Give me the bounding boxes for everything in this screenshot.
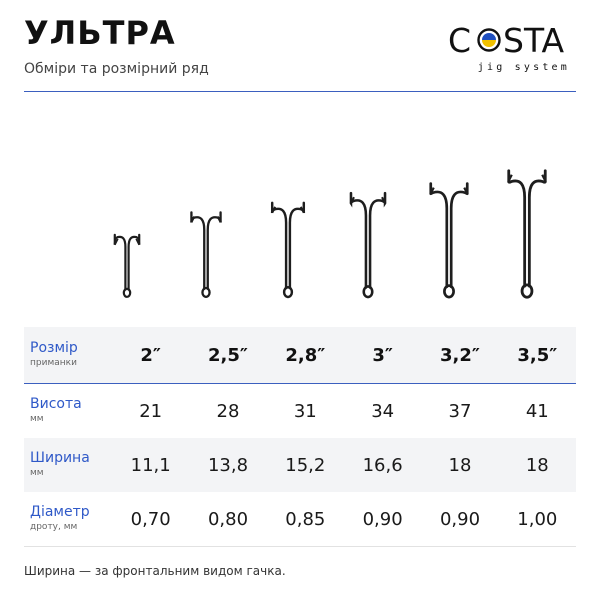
table-cell: 2,5″ [189, 327, 267, 384]
table-cell: 0,90 [421, 492, 499, 547]
footnote: Ширина — за фронтальним видом гачка. [24, 564, 286, 578]
hook-shank [190, 211, 222, 291]
width-row: Ширина мм 11,1 13,8 15,2 16,6 18 18 [24, 438, 576, 492]
hooks-illustration [113, 169, 547, 299]
table-cell: 3,2″ [421, 327, 499, 384]
page-title: УЛЬТРА [24, 14, 176, 52]
table-cell: 3″ [343, 327, 422, 384]
table-cell: 34 [371, 400, 395, 422]
hook-barb [541, 174, 547, 182]
hook-eye [443, 284, 455, 299]
table-cell: 18 [498, 438, 576, 492]
hook-barb [135, 238, 140, 246]
table-cell: 11,1 [112, 438, 190, 492]
hook-shank [507, 169, 547, 288]
table-cell: 15,2 [266, 438, 344, 492]
table-cell: 31 [293, 400, 317, 422]
double-hook-icon [270, 201, 306, 299]
row-label-main: Діаметр [30, 504, 90, 520]
hook-eye [282, 286, 294, 299]
table-cell: 16,6 [343, 438, 422, 492]
hook-eye [201, 286, 211, 299]
hook-eye [122, 287, 132, 298]
brand-logo: C STA jig system [448, 18, 576, 78]
row-label-unit: мм [30, 414, 44, 424]
hook-shank [270, 201, 306, 290]
row-label-main: Розмір [30, 340, 78, 356]
row-label-unit: дроту, мм [30, 522, 78, 532]
double-hook-icon [190, 211, 222, 299]
table-cell: 0,80 [189, 492, 267, 547]
size-table: Розмір приманки 2″ 2,5″ 2,8″ 3″ 3,2″ 3,5″ Висота… [24, 327, 576, 547]
row-label-main: Висота [30, 396, 82, 412]
double-hook-icon [113, 233, 141, 298]
table-cell: 13,8 [189, 438, 267, 492]
page-subtitle: Обміри та розмірний ряд [24, 61, 209, 77]
svg-text:C: C [448, 21, 471, 60]
double-hook-icon [507, 169, 547, 299]
row-label: Ширина мм [24, 438, 112, 492]
hook-barb [216, 215, 222, 223]
hook-shank [349, 191, 387, 289]
table-cell: 3,5″ [498, 327, 576, 384]
row-label-unit: мм [30, 468, 44, 478]
table-cell: 0,70 [112, 492, 190, 547]
hook-shank [429, 182, 469, 289]
logo-wordmark-icon: C STA [448, 21, 565, 60]
hook-barb [350, 196, 355, 204]
hook-barb [429, 187, 435, 195]
table-cell: 18 [421, 438, 499, 492]
hook-barb [113, 238, 119, 246]
table-cell: 2,8″ [266, 327, 344, 384]
row-label: Розмір приманки [24, 327, 112, 384]
row-label-unit: приманки [30, 358, 77, 368]
table-cell: 0,85 [266, 492, 344, 547]
table-cell: 28 [216, 400, 240, 422]
table-cell: 1,00 [498, 492, 576, 547]
table-cell: 21 [139, 400, 163, 422]
hook-barb [381, 196, 386, 204]
hook-barb [463, 187, 469, 195]
double-hook-icon [429, 182, 469, 299]
table-cell: 41 [525, 400, 549, 422]
header-divider [24, 91, 576, 92]
hook-barb [507, 174, 513, 182]
logo-tagline: jig system [477, 62, 570, 73]
row-label-main: Ширина [30, 450, 90, 466]
svg-text:STA: STA [503, 21, 565, 60]
table-cell: 37 [448, 400, 472, 422]
row-label: Висота мм [24, 384, 112, 439]
hook-barb [271, 206, 277, 214]
table-cell: 0,90 [343, 492, 422, 547]
height-row: Висота мм 21 28 31 34 37 41 [24, 384, 576, 439]
size-row: Розмір приманки 2″ 2,5″ 2,8″ 3″ 3,2″ 3,5″ [24, 327, 576, 384]
double-hook-icon [349, 191, 387, 299]
wire-diameter-row: Діаметр дроту, мм 0,70 0,80 0,85 0,90 0,90 1,00 [24, 492, 576, 547]
row-label: Діаметр дроту, мм [24, 492, 112, 547]
hook-barb [299, 206, 305, 214]
table-cell: 2″ [112, 327, 190, 384]
hook-eye [362, 285, 374, 299]
hook-barb [190, 215, 196, 223]
hook-eye [520, 283, 534, 299]
hook-shank [113, 233, 141, 291]
